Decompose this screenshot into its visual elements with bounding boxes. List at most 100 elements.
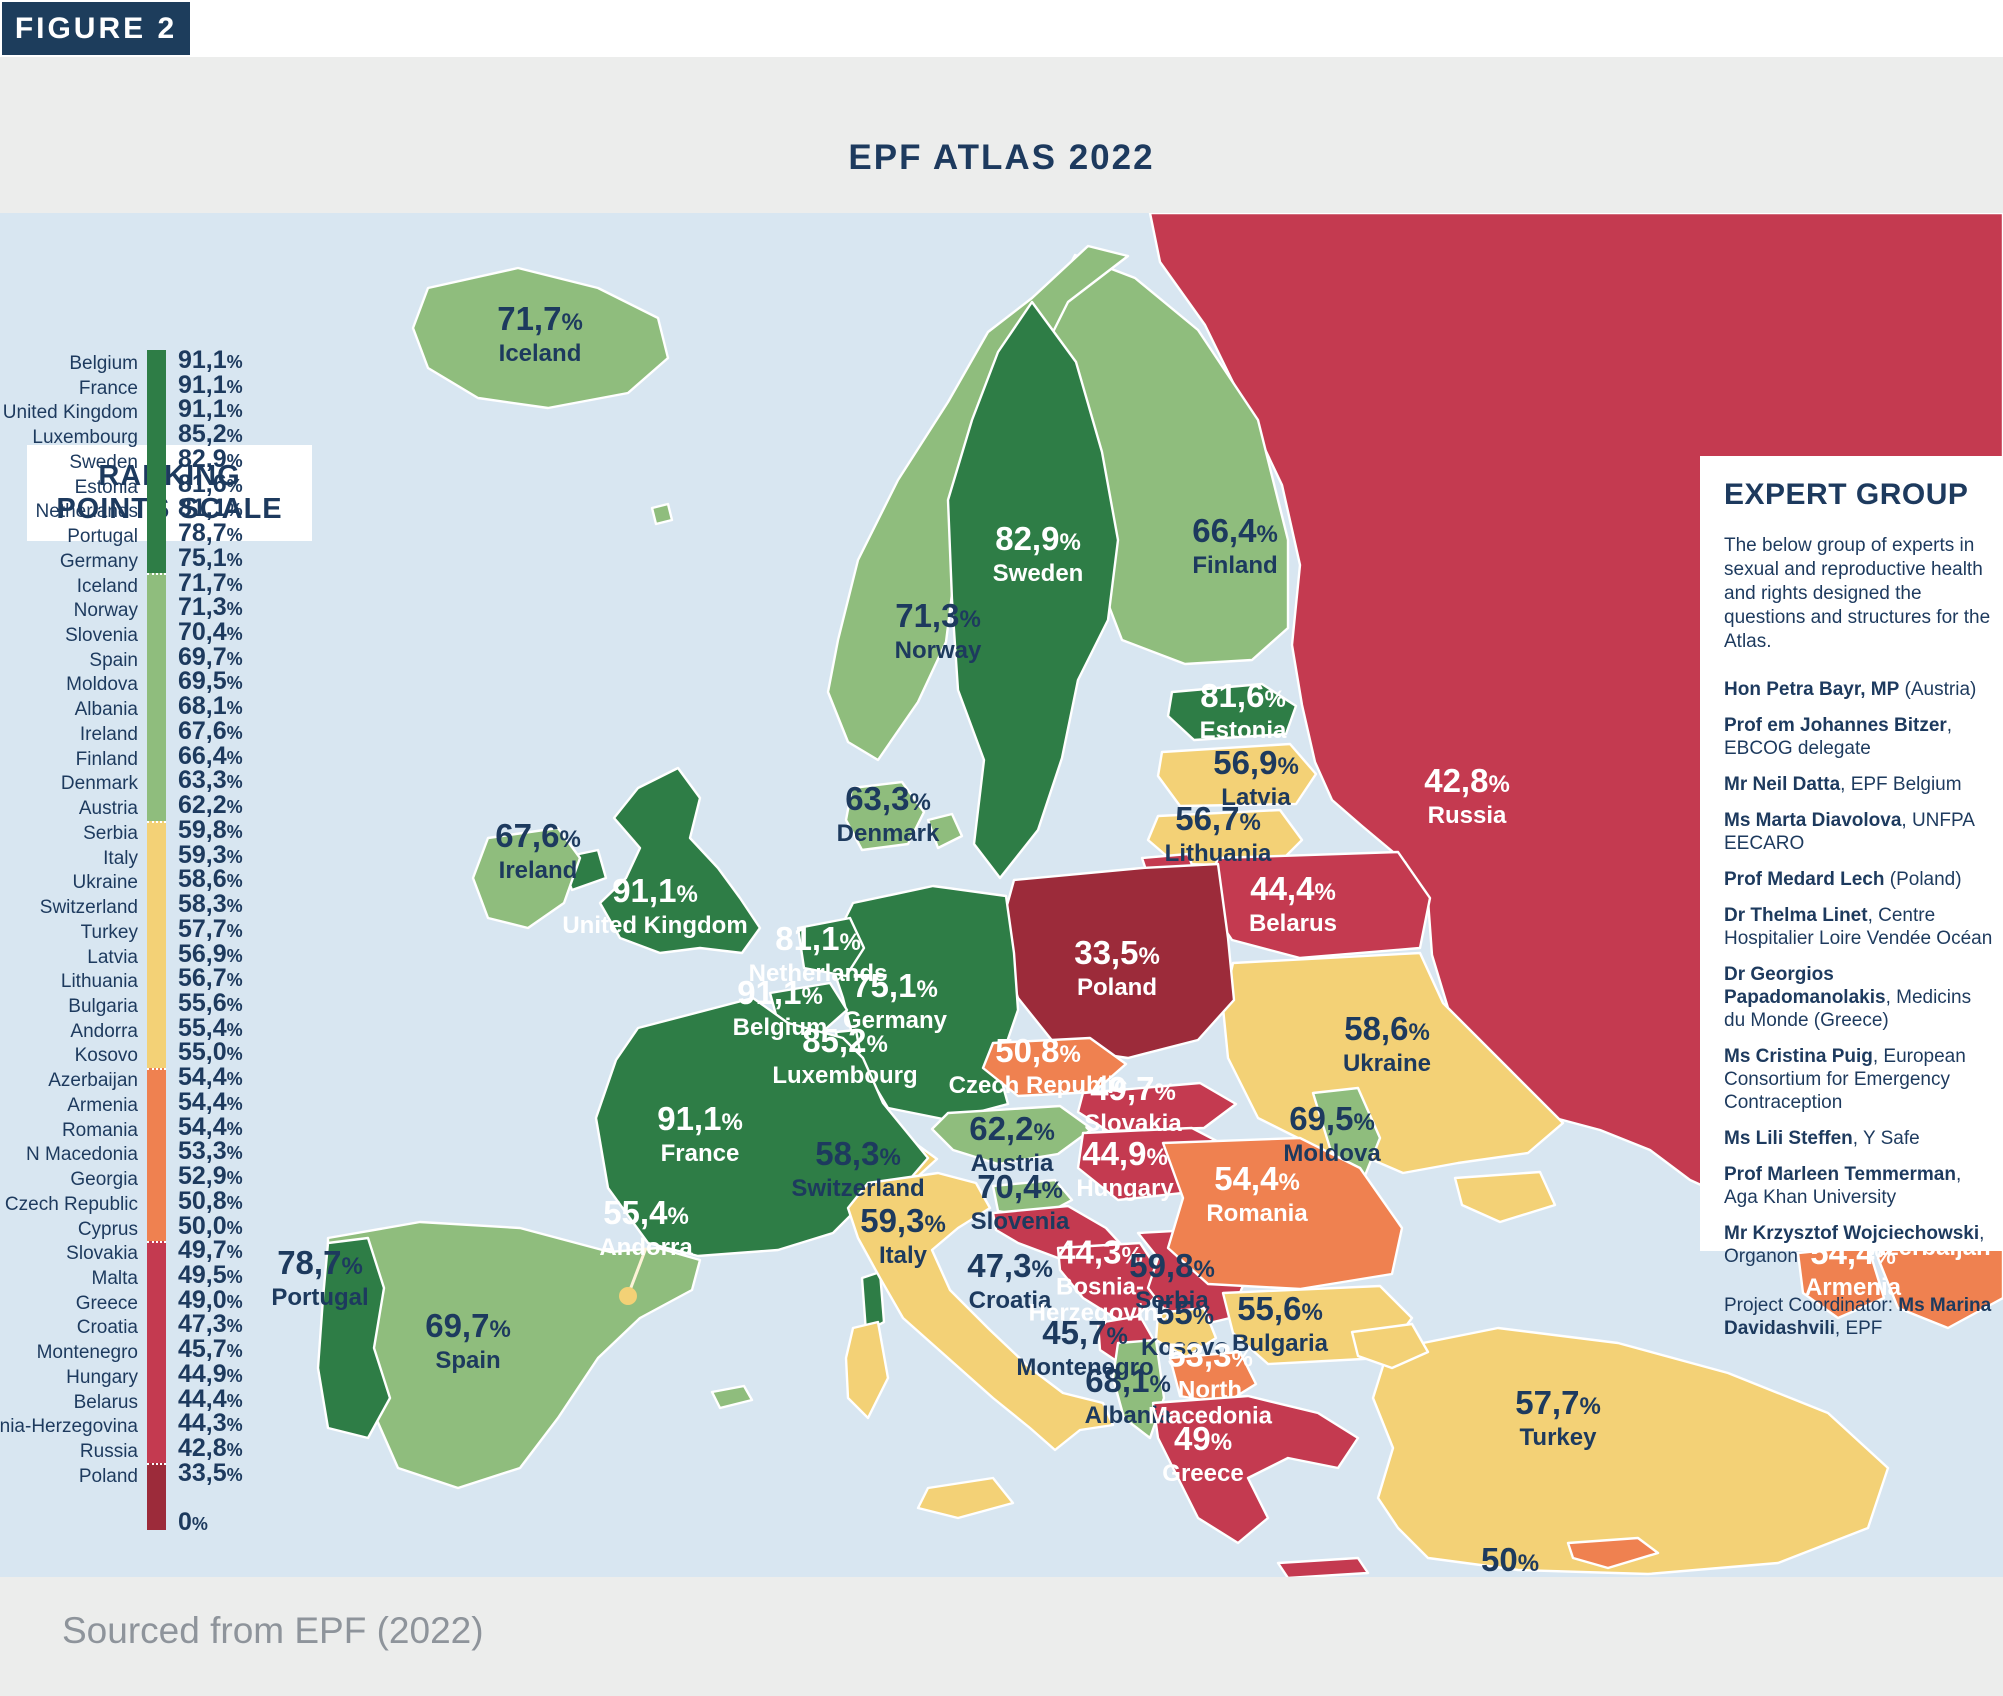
legend-country-value: 50,0% <box>178 1211 243 1240</box>
legend-country-name: Sweden <box>69 451 138 473</box>
expert-members-list: Hon Petra Bayr, MP (Austria) Prof em Joha… <box>1724 678 1995 1268</box>
legend-item-norway: Norway 71,3% <box>0 593 320 623</box>
ranking-scale-box: RANKING POINTS SCALE <box>27 445 312 541</box>
legend-country-name: Croatia <box>76 1317 138 1339</box>
legend-country-value: 49,0% <box>178 1285 243 1314</box>
legend-item-montenegro: Montenegro 45,7% <box>0 1337 320 1365</box>
legend-country-name: Russia <box>79 1441 138 1463</box>
legend-country-name: Germany <box>59 550 138 572</box>
legend-country-name: Azerbaijan <box>48 1070 138 1092</box>
expert-group-panel: EXPERT GROUP The below group of experts … <box>1700 456 2003 1339</box>
legend-country-value: 69,5% <box>178 667 243 696</box>
legend-item-ukraine: Ukraine 58,6% <box>0 867 320 895</box>
legend-country-name: Andorra <box>70 1020 138 1042</box>
legend-country-name: Cyprus <box>77 1218 138 1240</box>
ranking-scale-title-line2: POINTS SCALE <box>56 493 283 525</box>
legend-item-malta: Malta 49,5% <box>0 1261 320 1291</box>
legend-country-value: 53,3% <box>178 1137 243 1166</box>
country-portugal <box>316 1236 392 1440</box>
expert-group-intro: The below group of experts in sexual and… <box>1724 535 1991 652</box>
legend-country-value: 70,4% <box>178 618 243 647</box>
legend-country-name: Moldova <box>66 674 138 696</box>
expert-member: Hon Petra Bayr, MP (Austria) <box>1724 679 1977 700</box>
legend-country-value: 58,3% <box>178 890 243 919</box>
legend-country-name: Greece <box>75 1292 138 1314</box>
legend-country-name: Lithuania <box>60 971 138 993</box>
legend-country-name: Malta <box>91 1268 138 1289</box>
legend-country-name: Kosovo <box>74 1045 138 1067</box>
legend-item-italy: Italy 59,3% <box>0 840 320 871</box>
legend-item-iceland: Iceland 71,7% <box>0 568 320 599</box>
legend-item-russia: Russia 42,8% <box>0 1434 320 1464</box>
sardinia <box>844 1320 890 1420</box>
legend-country-value: 54,4% <box>178 1087 243 1116</box>
country-iceland <box>411 266 670 410</box>
legend-country-value: 91,1% <box>178 370 243 399</box>
legend-item-bosnia-herzegovina: Bosnia-Herzegovina 44,3% <box>0 1411 320 1439</box>
country-slovakia <box>1076 1081 1238 1133</box>
legend-country-name: Slovakia <box>66 1243 138 1265</box>
legend-bar-segment-red <box>147 1240 166 1466</box>
legend-item-cyprus: Cyprus 50,0% <box>0 1211 320 1242</box>
legend-country-value: 49,5% <box>178 1261 243 1289</box>
legend-country-name: Norway <box>73 600 138 622</box>
country-denmark <box>844 780 926 852</box>
country-united-kingdom <box>598 766 762 955</box>
expert-member: Dr Georgios Papadomanolakis, Medicins du… <box>1724 964 1972 1031</box>
legend-country-value: 91,1% <box>178 346 243 374</box>
legend-country-name: Georgia <box>70 1169 138 1191</box>
legend-country-name: Austria <box>78 798 138 820</box>
legend-country-name: Portugal <box>67 526 138 548</box>
country-ireland <box>471 826 582 930</box>
legend-country-value: 33,5% <box>178 1458 243 1487</box>
legend-country-name: N Macedonia <box>26 1144 138 1166</box>
expert-member: Prof Marleen Temmerman, Aga Khan Univers… <box>1724 1164 1962 1208</box>
legend-country-name: Czech Republic <box>4 1193 138 1215</box>
legend-item-hungary: Hungary 44,9% <box>0 1361 320 1390</box>
legend-country-value: 69,7% <box>178 642 243 671</box>
legend-item-romania: Romania 54,4% <box>0 1114 320 1143</box>
footer-band <box>0 1577 2003 1696</box>
legend-country-value: 42,8% <box>178 1434 243 1463</box>
legend-country-name: Serbia <box>83 822 138 844</box>
country-denmark-isles <box>926 812 964 850</box>
legend-country-value: 52,9% <box>178 1162 243 1191</box>
legend-country-name: Armenia <box>67 1094 138 1116</box>
legend-item-serbia: Serbia 59,8% <box>0 815 320 846</box>
expert-coordinator: Project Coordinator: Ms Marina Davidashv… <box>1724 1295 1992 1339</box>
legend-country-name: Denmark <box>60 773 138 795</box>
legend-country-value: 71,7% <box>178 568 243 597</box>
legend-country-name: Spain <box>89 649 138 671</box>
country-moldova <box>1311 1086 1382 1190</box>
legend-item-moldova: Moldova 69,5% <box>0 667 320 697</box>
legend-country-value: 59,3% <box>178 840 243 869</box>
country-latvia <box>1156 742 1318 808</box>
legend-item-portugal: Portugal 78,7% <box>0 521 320 549</box>
legend-item-united-kingdom: United Kingdom 91,1% <box>0 397 320 425</box>
legend-country-name: Italy <box>103 847 138 869</box>
legend-country-value: 71,3% <box>178 593 243 622</box>
legend-country-value: 59,8% <box>178 815 243 844</box>
legend-country-name: Netherlands <box>35 501 138 523</box>
legend-country-value: 75,1% <box>178 543 243 572</box>
country-italy <box>846 1171 1115 1452</box>
legend-item-armenia: Armenia 54,4% <box>0 1087 320 1118</box>
expert-member: Prof Medard Lech (Poland) <box>1724 869 1962 890</box>
legend-country-name: Slovenia <box>65 625 138 647</box>
legend-country-name: Finland <box>75 748 138 770</box>
footer-source: Sourced from EPF (2022) <box>62 1610 484 1651</box>
country-andorra <box>619 1287 637 1305</box>
legend-item-georgia: Georgia 52,9% <box>0 1162 320 1192</box>
legend-item-bulgaria: Bulgaria 55,6% <box>0 988 320 1019</box>
country-romania <box>1161 1136 1404 1291</box>
legend-country-value: 67,6% <box>178 716 243 745</box>
country-belarus <box>1202 850 1432 960</box>
expert-member: Dr Thelma Linet, Centre Hospitalier Loir… <box>1724 905 1993 949</box>
corsica <box>860 1270 886 1334</box>
legend-bar-segment-yellow <box>147 820 166 1070</box>
legend-country-value: 55,6% <box>178 988 243 1017</box>
ranking-scale-title-line1: RANKING <box>98 460 241 492</box>
legend-country-name: Ireland <box>79 723 138 745</box>
faroe-islands <box>650 502 674 526</box>
